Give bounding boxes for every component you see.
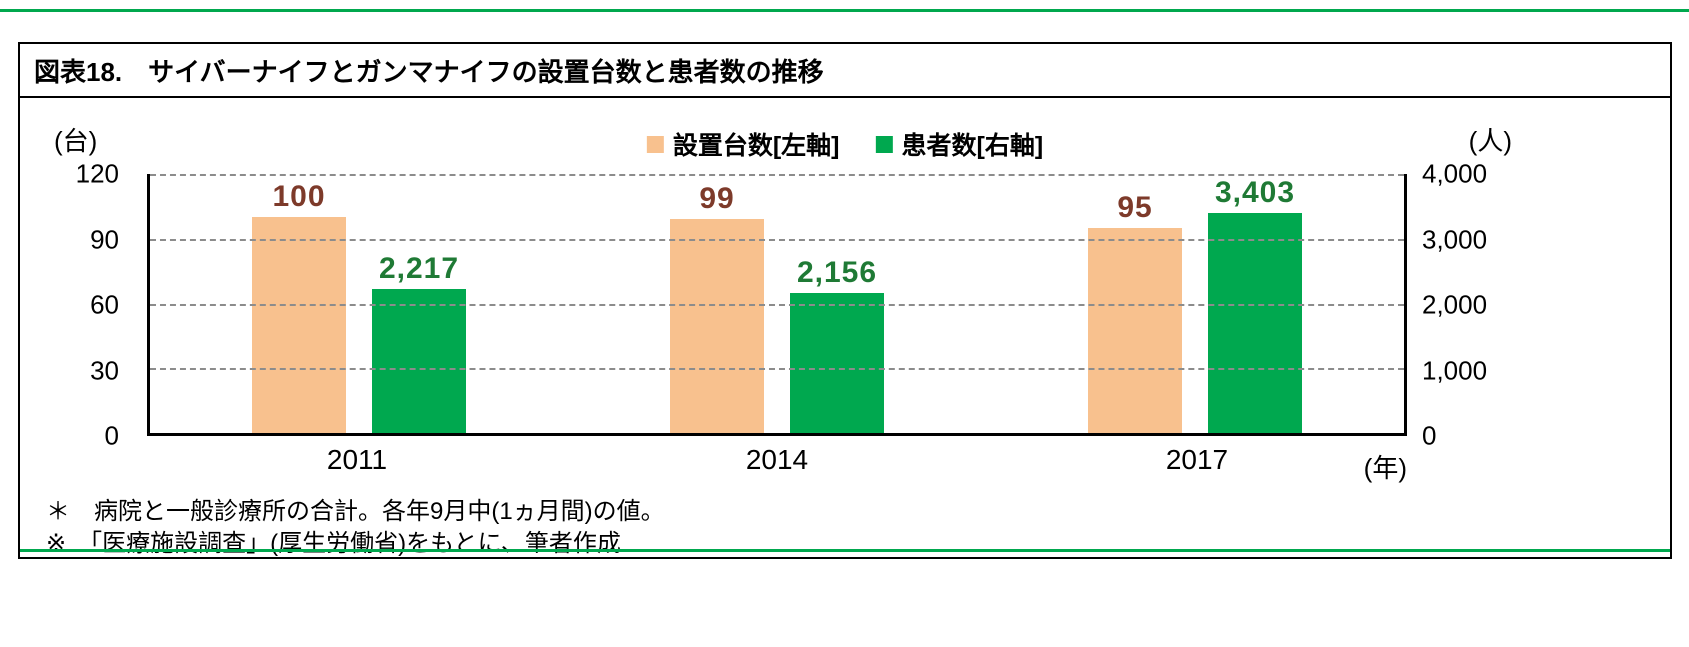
bar-value-label: 3,403 [1214, 175, 1296, 209]
bar-pair: 100 2,217 [252, 174, 466, 433]
bar-value-label: 95 [1117, 190, 1153, 224]
legend-item: 患者数[右軸] [875, 126, 1044, 162]
gridline [150, 238, 1404, 241]
year-label: 2014 [745, 444, 809, 475]
bar-patients [372, 289, 466, 433]
legend-item: 設置台数[左軸] [646, 126, 840, 162]
bar-installed-units [1088, 227, 1182, 433]
bar-column: 95 [1088, 174, 1182, 433]
bar-patients [1208, 212, 1302, 433]
bar-patients [790, 293, 884, 433]
legend: 設置台数[左軸] 患者数[右軸] [646, 126, 1044, 162]
x-axis-labels: 2011 2014 2017 (年) [147, 436, 1407, 484]
legend-swatch [646, 135, 664, 153]
bar-column: 100 [252, 174, 346, 433]
gridline [150, 174, 1404, 176]
chart-title: 図表18. サイバーナイフとガンマナイフの設置台数と患者数の推移 [20, 44, 1670, 98]
bar-value-label: 99 [699, 182, 735, 216]
bar-column: 2,156 [790, 174, 884, 433]
bar-pair: 95 3,403 [1088, 174, 1302, 433]
left-axis-unit: (台) [54, 126, 98, 156]
left-axis-ticks: 120 90 60 30 0 [20, 159, 147, 451]
bar-group-2011: 100 2,217 [150, 174, 568, 433]
bar-group-2017: 95 3,403 [986, 174, 1404, 433]
axis-tick: 0 [1422, 420, 1437, 451]
axis-tick: 60 [90, 289, 119, 320]
bar-group-2014: 99 2,156 [568, 174, 986, 433]
bottom-green-rule [20, 549, 1670, 552]
bar-value-label: 2,217 [378, 252, 460, 286]
legend-swatch [875, 135, 893, 153]
chart-box: 図表18. サイバーナイフとガンマナイフの設置台数と患者数の推移 (台) 設置台… [18, 42, 1672, 559]
bar-value-label: 100 [272, 180, 326, 214]
footnotes: ＊ 病院と一般診療所の合計。各年9月中(1ヵ月間)の値。 ※ 「医療施設調査」(… [20, 484, 1670, 559]
right-axis-ticks: 4,000 3,000 2,000 1,000 0 [1407, 159, 1670, 451]
year-label: 2017 [1165, 444, 1229, 475]
gridline [150, 303, 1404, 306]
bar-installed-units [252, 217, 346, 433]
footnote-1: ＊ 病院と一般診療所の合計。各年9月中(1ヵ月間)の値。 [46, 498, 665, 525]
bar-value-label: 2,156 [796, 256, 878, 290]
chart-header: (台) 設置台数[左軸] 患者数[右軸] (人) [20, 98, 1670, 174]
axis-tick: 0 [104, 420, 119, 451]
right-axis-unit: (人) [1468, 126, 1512, 156]
bar-column: 3,403 [1208, 174, 1302, 433]
top-green-rule [0, 9, 1689, 12]
footnote-2: ※ 「医療施設調査」(厚生労働省)をもとに、筆者作成 [46, 529, 621, 557]
bar-groups: 100 2,217 99 2,156 95 3,403 [150, 174, 1404, 433]
axis-tick: 3,000 [1422, 224, 1488, 254]
axis-tick: 120 [75, 158, 119, 189]
axis-tick: 90 [90, 224, 119, 254]
axis-tick: 30 [90, 355, 119, 385]
gridline [150, 368, 1404, 371]
legend-label: 設置台数[左軸] [672, 132, 840, 160]
year-label: 2011 [326, 444, 388, 475]
plot-area: 100 2,217 99 2,156 95 3,403 [147, 174, 1407, 436]
x-axis-unit: (年) [1363, 453, 1407, 483]
bar-pair: 99 2,156 [670, 174, 884, 433]
chart-row: 120 90 60 30 0 100 2,217 99 2,156 95 3,403 4,000 3… [20, 159, 1670, 451]
axis-tick: 2,000 [1422, 289, 1488, 320]
bar-installed-units [670, 219, 764, 433]
bar-column: 99 [670, 174, 764, 433]
legend-label: 患者数[右軸] [901, 132, 1044, 160]
axis-tick: 1,000 [1422, 355, 1488, 385]
bar-column: 2,217 [372, 174, 466, 433]
axis-tick: 4,000 [1422, 158, 1488, 189]
